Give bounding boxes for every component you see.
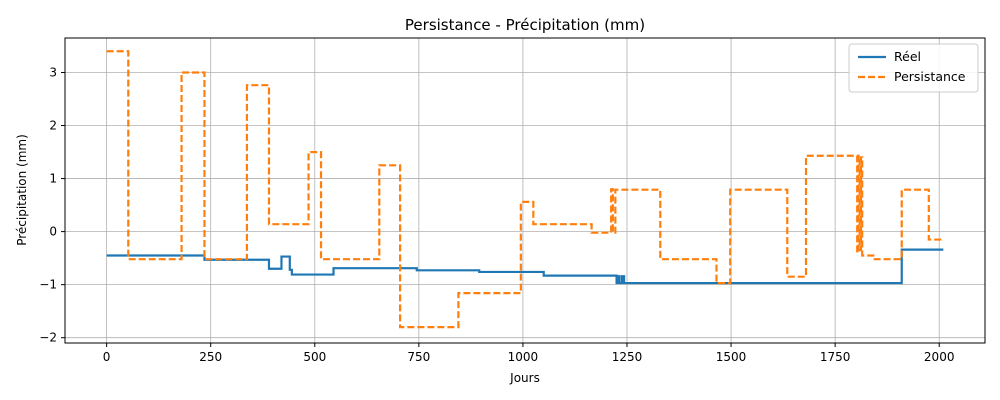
x-tick-label: 1500 [716,350,747,364]
x-tick-label: 0 [103,350,111,364]
x-tick-label: 250 [199,350,222,364]
series-layer [106,50,944,329]
x-axis-label: Jours [509,371,540,385]
y-axis-label: Précipitation (mm) [15,134,29,246]
legend-label-persistance: Persistance [894,69,966,84]
x-tick-label: 2000 [924,350,955,364]
y-tick-label: 0 [49,225,57,239]
x-tick-label: 1250 [612,350,643,364]
chart-title: Persistance - Précipitation (mm) [405,16,645,34]
grid [65,38,985,343]
y-tick-label: 1 [49,172,57,186]
y-tick-label: −2 [39,331,57,345]
y-tick-label: −1 [39,278,57,292]
x-tick-label: 750 [407,350,430,364]
y-tick-label: 3 [49,65,57,79]
plot-frame [64,37,986,344]
series-line-persistance [106,50,944,329]
y-tick-label: 2 [49,119,57,133]
series-line-reel [106,248,944,285]
x-tick-label: 500 [303,350,326,364]
x-tick-label: 1750 [820,350,851,364]
legend-label-reel: Réel [894,49,921,64]
ticks: 0 250 500 750 1000 1250 1500 1750 2000 −2 −1 0 1 2 3 [39,65,954,364]
x-tick-label: 1000 [508,350,539,364]
legend: Réel Persistance [848,43,979,93]
